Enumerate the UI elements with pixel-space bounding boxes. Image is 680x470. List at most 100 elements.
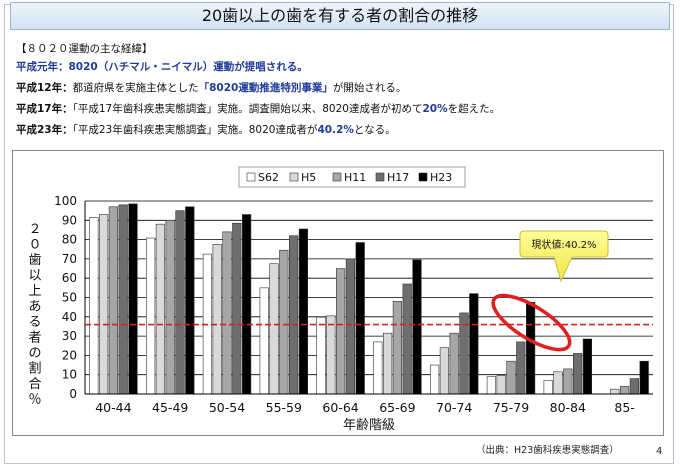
y-tick-label: 60 — [62, 271, 77, 285]
bar-H23-80-84 — [582, 338, 592, 395]
y-tick-label: 80 — [62, 233, 77, 247]
bar-H17-80-84 — [572, 353, 583, 395]
bar-H5-45-49 — [155, 223, 166, 395]
bar-H17-85- — [629, 378, 639, 395]
timeline-text: が開始される。 — [332, 82, 407, 94]
bar-H17-50-54 — [232, 222, 242, 395]
y-tick-label: 30 — [62, 329, 77, 343]
bar-H11-65-69 — [392, 301, 403, 395]
timeline-text: を超えた。 — [447, 103, 501, 115]
page-number: 4 — [656, 446, 663, 457]
bar-H23-65-69 — [412, 259, 422, 395]
x-tick-label: 70-74 — [436, 400, 472, 415]
bar-H11-85- — [619, 385, 630, 395]
timeline-text: 8020（ハチマル・ニイマル）運動 — [68, 61, 235, 73]
y-tick-label: 100 — [54, 194, 77, 208]
x-tick-label: 75-79 — [493, 400, 529, 415]
y-tick-label: 20 — [62, 348, 77, 362]
timeline-era: 平成17年： — [16, 103, 73, 115]
timeline-text: が提唱される。 — [234, 61, 308, 73]
bar-S62-55-59 — [259, 287, 269, 395]
y-tick-label: 40 — [62, 310, 77, 324]
bar-chart: 0 10 20 30 40 50 60 70 80 90 100 40-44 45-49 50-54 55… — [28, 166, 653, 433]
y-tick-label: 10 — [62, 368, 77, 382]
bar-H5-70-74 — [439, 347, 450, 395]
slide-title: 20歯以上の歯を有する者の割合の推移 — [10, 2, 670, 30]
bar-H11-50-54 — [222, 231, 232, 395]
bar-H11-75-79 — [506, 360, 516, 395]
bars — [89, 203, 649, 395]
bar-H23-70-74 — [469, 293, 479, 395]
bar-H23-85- — [639, 360, 649, 395]
bar-H17-45-49 — [175, 210, 185, 395]
timeline-era: 平成12年： — [16, 82, 73, 94]
bar-S62-70-74 — [429, 364, 440, 395]
legend-label: H23 — [430, 171, 452, 184]
bar-H5-55-59 — [269, 263, 279, 395]
timeline-text: 都道府県を実施主体とした — [72, 82, 199, 94]
x-tick-label: 45-49 — [152, 400, 188, 415]
legend-swatch-H23 — [418, 172, 428, 182]
timeline-row: 平成12年：都道府県を実施主体とした「8020運動推進特別事業」が開始される。 — [16, 81, 666, 96]
bar-H11-60-64 — [335, 268, 346, 395]
bar-H5-60-64 — [326, 315, 336, 395]
bar-H5-40-44 — [99, 214, 109, 395]
legend-label: H17 — [387, 171, 409, 184]
bar-H11-55-59 — [279, 249, 289, 395]
highlight-ellipse — [491, 293, 572, 352]
timeline-row: 平成23年：「平成23年歯科疾患実態調査」実施。8020達成者が40.2%となる… — [16, 123, 666, 138]
bar-H11-70-74 — [449, 332, 459, 395]
timeline-text: 20% — [422, 103, 448, 115]
bar-H23-40-44 — [128, 203, 138, 395]
timeline-rows: 平成元年：8020（ハチマル・ニイマル）運動が提唱される。 平成12年：都道府県を… — [16, 60, 666, 138]
bar-S62-75-79 — [486, 376, 497, 395]
bar-H11-80-84 — [563, 368, 573, 395]
timeline-era: 平成23年： — [16, 124, 73, 136]
x-tick-labels: 40-44 45-49 50-54 55-59 60-64 65-69 70-74 75-79… — [95, 400, 635, 415]
timeline-text: 40.2% — [317, 124, 354, 136]
x-tick-label: 60-64 — [322, 400, 358, 415]
legend-swatch-H11 — [332, 172, 342, 182]
legend: S62 H5 H11 H17 H23 — [238, 166, 466, 188]
bar-H17-65-69 — [402, 283, 412, 395]
callout-text: 現状値:40.2% — [531, 238, 596, 251]
bar-H11-40-44 — [108, 206, 118, 395]
bar-H17-75-79 — [516, 341, 526, 395]
timeline-text: となる。 — [353, 124, 396, 136]
x-tick-label: 40-44 — [95, 400, 131, 415]
chart-panel: 0 10 20 30 40 50 60 70 80 90 100 40-44 45-49 50-54 55… — [12, 150, 664, 436]
bar-H5-75-79 — [496, 375, 506, 395]
bar-H23-60-64 — [355, 242, 365, 395]
bar-S62-80-84 — [543, 380, 553, 395]
source-note: （出典：H23歯科疾患実態調査） — [476, 445, 619, 456]
bar-H11-45-49 — [165, 220, 175, 395]
bar-S62-45-49 — [146, 237, 156, 395]
legend-box — [238, 166, 466, 188]
timeline-text: 「8020運動推進特別事業」 — [198, 82, 333, 94]
legend-swatch-S62 — [246, 172, 256, 182]
y-tick-labels: 0 10 20 30 40 50 60 70 80 90 100 — [54, 194, 77, 401]
timeline-heading: 【８０２０運動の主な経緯】 — [16, 43, 153, 55]
x-tick-label: 80-84 — [550, 400, 586, 415]
bar-H5-50-54 — [212, 244, 222, 395]
bar-H5-65-69 — [382, 332, 393, 395]
y-tick-label: 50 — [62, 291, 77, 305]
x-tick-label: 65-69 — [379, 400, 415, 415]
x-tick-label: 85- — [614, 400, 634, 415]
y-tick-label: 70 — [62, 252, 77, 266]
y-axis-label: ２０歯以上ある者の割合％ — [28, 222, 41, 408]
legend-label: S62 — [258, 171, 279, 184]
timeline-text: 「平成23年歯科疾患実態調査」実施。8020達成者が — [72, 124, 318, 136]
bar-S62-60-64 — [316, 316, 326, 395]
bar-H17-55-59 — [288, 235, 299, 395]
bar-H23-45-49 — [185, 206, 195, 395]
y-tick-label: 0 — [69, 387, 77, 401]
x-tick-label: 55-59 — [266, 400, 302, 415]
bar-H23-75-79 — [525, 302, 536, 395]
y-tick-label: 90 — [62, 213, 77, 227]
bar-H23-55-59 — [298, 228, 309, 395]
x-tick-label: 50-54 — [209, 400, 245, 415]
bar-H17-60-64 — [345, 258, 356, 395]
x-axis-label: 年齢階級 — [343, 418, 395, 433]
bar-H17-40-44 — [118, 204, 128, 395]
